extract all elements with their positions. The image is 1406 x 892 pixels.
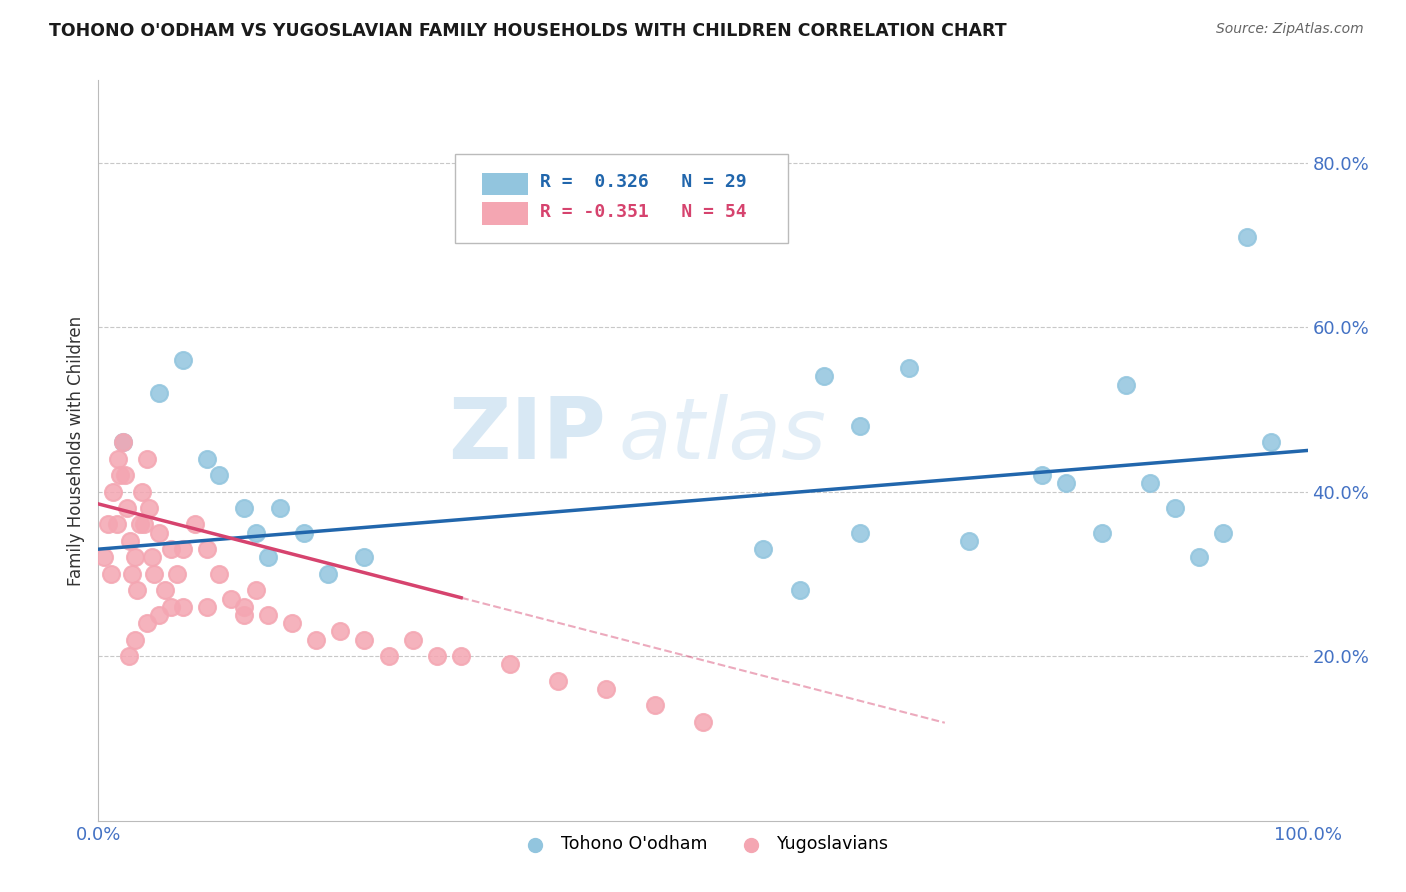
- Point: [1054, 476, 1077, 491]
- Point: [547, 673, 569, 688]
- Point: [114, 468, 136, 483]
- Point: [97, 517, 120, 532]
- Point: [353, 632, 375, 647]
- Y-axis label: Family Households with Children: Family Households with Children: [66, 316, 84, 585]
- Point: [849, 525, 872, 540]
- Point: [1091, 525, 1114, 540]
- Point: [692, 714, 714, 729]
- Point: [160, 542, 183, 557]
- FancyBboxPatch shape: [456, 154, 787, 244]
- FancyBboxPatch shape: [482, 173, 527, 195]
- Point: [184, 517, 207, 532]
- Point: [644, 698, 666, 713]
- Point: [245, 583, 267, 598]
- Point: [245, 525, 267, 540]
- Point: [897, 361, 920, 376]
- Point: [141, 550, 163, 565]
- Point: [172, 542, 194, 557]
- Point: [450, 649, 472, 664]
- Point: [1163, 501, 1185, 516]
- Point: [1139, 476, 1161, 491]
- Point: [269, 501, 291, 516]
- FancyBboxPatch shape: [482, 202, 527, 225]
- Point: [1031, 468, 1053, 483]
- Point: [256, 607, 278, 622]
- Point: [377, 649, 399, 664]
- Point: [124, 632, 146, 647]
- Point: [124, 550, 146, 565]
- Point: [1115, 377, 1137, 392]
- Point: [105, 517, 128, 532]
- Point: [195, 599, 218, 614]
- Point: [108, 468, 131, 483]
- Point: [789, 583, 811, 598]
- Point: [208, 468, 231, 483]
- Point: [134, 517, 156, 532]
- Point: [160, 599, 183, 614]
- Point: [1212, 525, 1234, 540]
- Point: [353, 550, 375, 565]
- Point: [111, 435, 134, 450]
- Point: [101, 484, 124, 499]
- Point: [100, 566, 122, 581]
- Point: [148, 607, 170, 622]
- Point: [281, 616, 304, 631]
- Point: [849, 418, 872, 433]
- Point: [232, 501, 254, 516]
- Point: [135, 616, 157, 631]
- Point: [316, 566, 339, 581]
- Point: [329, 624, 352, 639]
- Text: R = -0.351   N = 54: R = -0.351 N = 54: [540, 203, 747, 221]
- Point: [813, 369, 835, 384]
- Point: [1236, 229, 1258, 244]
- Point: [1188, 550, 1211, 565]
- Point: [305, 632, 328, 647]
- Point: [426, 649, 449, 664]
- Text: ZIP: ZIP: [449, 394, 606, 477]
- Point: [153, 583, 176, 598]
- Point: [121, 566, 143, 581]
- Point: [752, 542, 775, 557]
- Point: [128, 517, 150, 532]
- Text: Source: ZipAtlas.com: Source: ZipAtlas.com: [1216, 22, 1364, 37]
- Point: [148, 525, 170, 540]
- Point: [172, 599, 194, 614]
- Point: [232, 607, 254, 622]
- Point: [221, 591, 243, 606]
- Point: [148, 385, 170, 400]
- Point: [107, 451, 129, 466]
- Point: [118, 533, 141, 548]
- Point: [117, 501, 139, 516]
- Point: [232, 599, 254, 614]
- Point: [498, 657, 520, 672]
- Point: [166, 566, 188, 581]
- Point: [111, 435, 134, 450]
- Point: [195, 451, 218, 466]
- Point: [1260, 435, 1282, 450]
- Point: [131, 484, 153, 499]
- Point: [138, 501, 160, 516]
- Point: [135, 451, 157, 466]
- Text: TOHONO O'ODHAM VS YUGOSLAVIAN FAMILY HOUSEHOLDS WITH CHILDREN CORRELATION CHART: TOHONO O'ODHAM VS YUGOSLAVIAN FAMILY HOU…: [49, 22, 1007, 40]
- Point: [172, 353, 194, 368]
- Point: [195, 542, 218, 557]
- Point: [127, 583, 149, 598]
- Point: [143, 566, 166, 581]
- Point: [118, 649, 141, 664]
- Point: [402, 632, 425, 647]
- Text: R =  0.326   N = 29: R = 0.326 N = 29: [540, 173, 747, 192]
- Point: [595, 681, 617, 696]
- Point: [292, 525, 315, 540]
- Legend: Tohono O'odham, Yugoslavians: Tohono O'odham, Yugoslavians: [510, 828, 896, 860]
- Point: [208, 566, 231, 581]
- Point: [93, 550, 115, 565]
- Point: [256, 550, 278, 565]
- Text: atlas: atlas: [619, 394, 827, 477]
- Point: [957, 533, 980, 548]
